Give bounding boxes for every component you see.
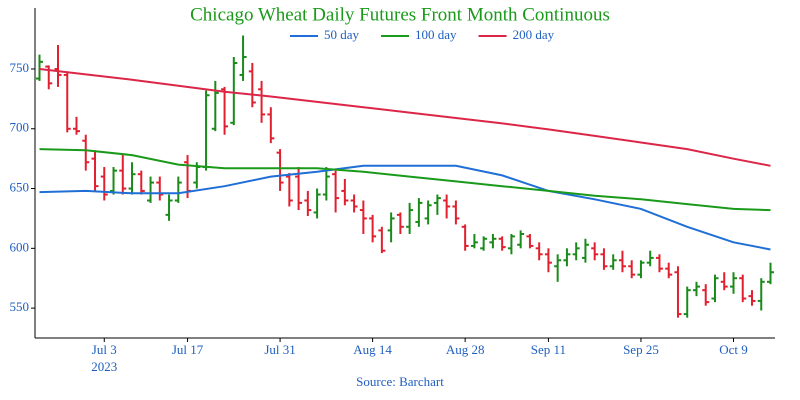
x-tick-label: Jul 31 <box>264 342 295 357</box>
moving-average-line <box>39 148 771 212</box>
y-tick-label: 650 <box>10 180 30 195</box>
x-tick-label: Oct 9 <box>719 342 748 357</box>
y-tick-label: 550 <box>10 299 30 314</box>
x-year-label: 2023 <box>91 359 117 374</box>
moving-average-line <box>39 164 771 251</box>
y-tick-label: 700 <box>10 120 30 135</box>
x-tick-label: Jul 3 <box>92 342 117 357</box>
x-tick-label: Sep 11 <box>531 342 566 357</box>
y-tick-label: 600 <box>10 239 30 254</box>
x-tick-label: Jul 17 <box>172 342 204 357</box>
source-note: Source: Barchart <box>356 374 444 389</box>
x-tick-label: Sep 25 <box>623 342 659 357</box>
legend-label: 50 day <box>324 27 360 42</box>
moving-average-line <box>39 68 771 167</box>
legend-label: 100 day <box>415 27 457 42</box>
x-tick-label: Aug 14 <box>353 342 392 357</box>
legend-label: 200 day <box>513 27 555 42</box>
x-tick-label: Aug 28 <box>446 342 485 357</box>
chart-title: Chicago Wheat Daily Futures Front Month … <box>190 4 610 25</box>
y-tick-label: 750 <box>10 60 30 75</box>
